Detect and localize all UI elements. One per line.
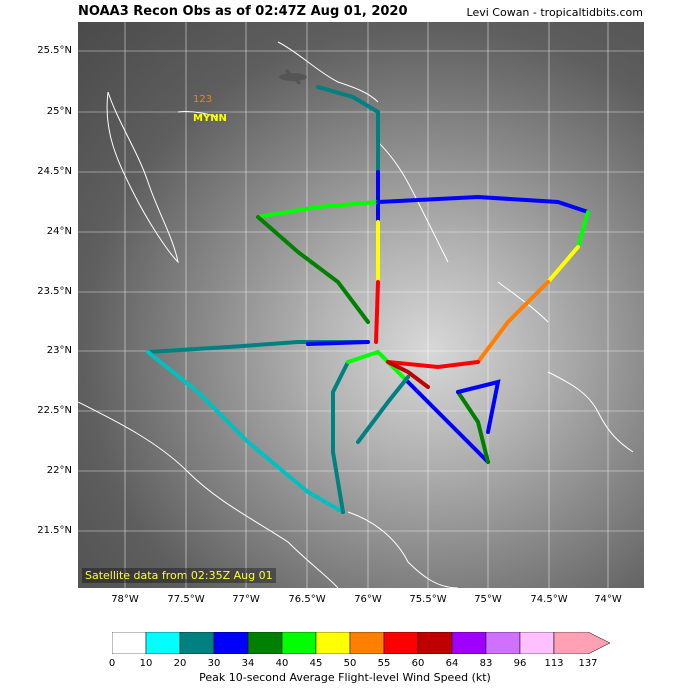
coastlines <box>78 41 634 588</box>
lon-label: 74.5°W <box>530 594 568 605</box>
lat-label: 24.5°N <box>37 166 72 177</box>
colorbar-tick-label: 0 <box>108 658 116 669</box>
colorbar-tick-label: 55 <box>377 658 391 669</box>
colorbar-segment <box>281 632 317 654</box>
colorbar-segment <box>247 632 283 654</box>
colorbar-extend-arrow <box>553 632 611 654</box>
lon-label: 77°W <box>232 594 260 605</box>
lat-label: 25.5°N <box>37 45 72 56</box>
lon-label: 77.5°W <box>167 594 205 605</box>
colorbar-segment <box>349 632 385 654</box>
lon-label: 76.5°W <box>288 594 326 605</box>
colorbar-segment <box>179 632 215 654</box>
colorbar-segment <box>417 632 453 654</box>
lon-label: 75.5°W <box>409 594 447 605</box>
colorbar-tick-label: 50 <box>343 658 357 669</box>
lat-label: 22°N <box>46 465 72 476</box>
lat-label: 23.5°N <box>37 286 72 297</box>
colorbar-segment <box>213 632 249 654</box>
satellite-label: Satellite data from 02:35Z Aug 01 <box>82 568 276 583</box>
lon-label: 75°W <box>474 594 502 605</box>
colorbar-tick-label: 20 <box>173 658 187 669</box>
colorbar-tick-label: 34 <box>241 658 255 669</box>
colorbar-title: Peak 10-second Average Flight-level Wind… <box>199 671 491 684</box>
credit-text: Levi Cowan - tropicaltidbits.com <box>466 6 643 19</box>
colorbar-tick-label: 137 <box>578 658 598 669</box>
flight-track <box>146 85 590 514</box>
lat-label: 24°N <box>46 226 72 237</box>
colorbar-segment <box>451 632 487 654</box>
lat-label: 25°N <box>46 106 72 117</box>
annotation-top: 123 <box>193 94 212 105</box>
grid-lines <box>78 22 644 588</box>
colorbar-tick-label: 83 <box>479 658 493 669</box>
lon-label: 74°W <box>594 594 622 605</box>
colorbar-tick-label: 64 <box>445 658 459 669</box>
lon-label: 78°W <box>111 594 139 605</box>
colorbar <box>112 632 611 654</box>
colorbar-tick-label: 96 <box>513 658 527 669</box>
aircraft-icon <box>279 68 307 86</box>
lat-label: 21.5°N <box>37 525 72 536</box>
colorbar-segment <box>383 632 419 654</box>
colorbar-segment <box>145 632 181 654</box>
colorbar-tick-label: 30 <box>207 658 221 669</box>
annotation-bottom: MYNN <box>193 113 227 124</box>
lat-label: 22.5°N <box>37 405 72 416</box>
colorbar-tick-label: 60 <box>411 658 425 669</box>
colorbar-segment <box>315 632 351 654</box>
colorbar-tick-label: 40 <box>275 658 289 669</box>
colorbar-segment <box>485 632 521 654</box>
chart-title: NOAA3 Recon Obs as of 02:47Z Aug 01, 202… <box>78 4 408 19</box>
colorbar-tick-label: 113 <box>544 658 564 669</box>
colorbar-tick-label: 10 <box>139 658 153 669</box>
recon-map: 123 MYNN <box>78 22 644 588</box>
colorbar-segment <box>112 632 147 654</box>
lon-label: 76°W <box>354 594 382 605</box>
colorbar-segment <box>519 632 555 654</box>
colorbar-tick-label: 45 <box>309 658 323 669</box>
map-svg: 123 MYNN <box>78 22 644 588</box>
lat-label: 23°N <box>46 345 72 356</box>
